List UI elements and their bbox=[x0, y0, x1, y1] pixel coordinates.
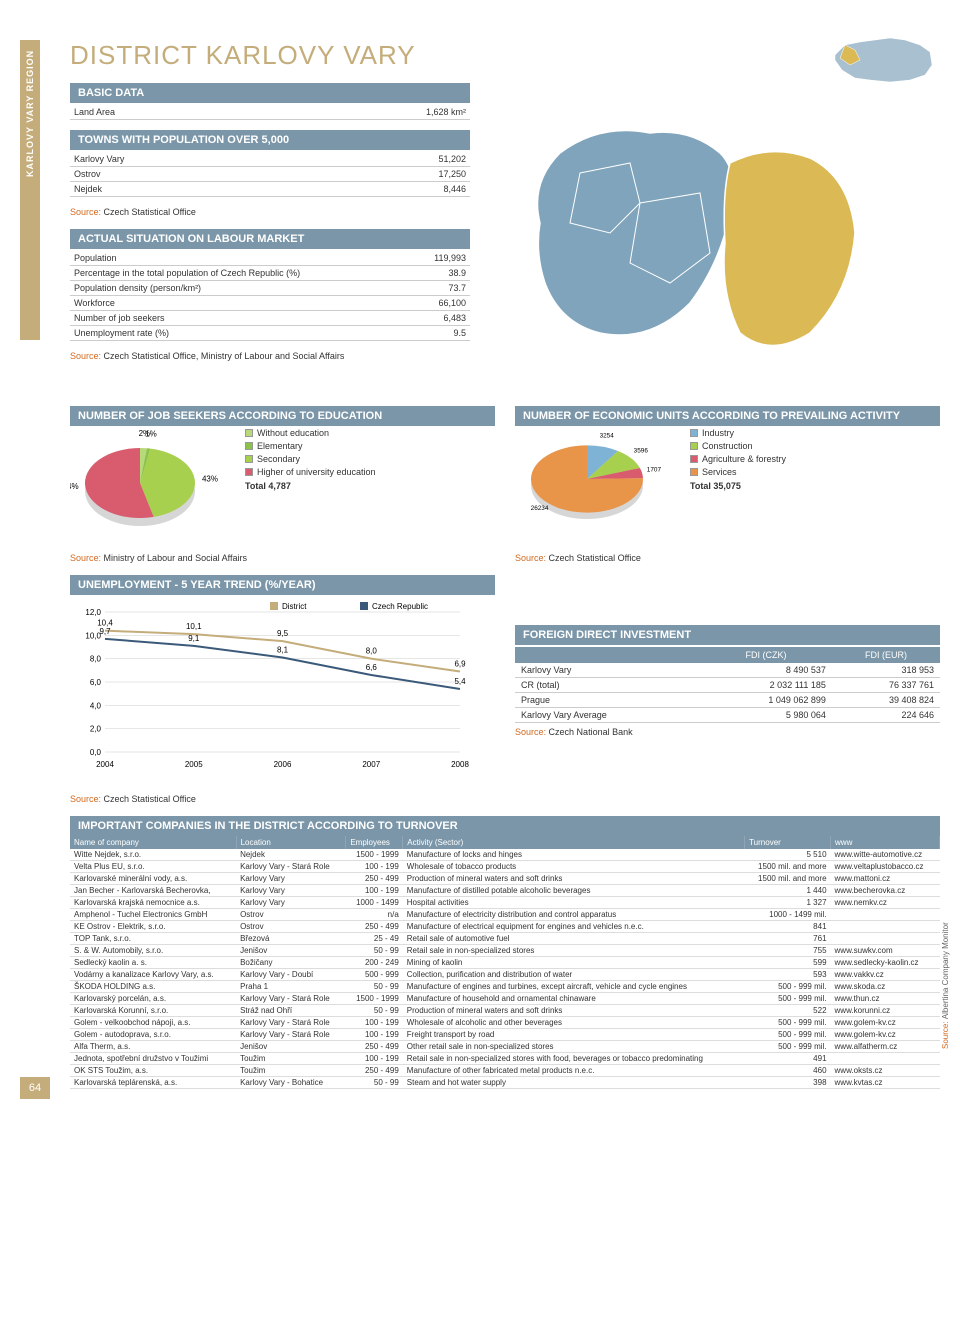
row-value: 51,202 bbox=[319, 152, 470, 167]
legend-swatch bbox=[690, 429, 698, 437]
towns-table: Karlovy Vary51,202Ostrov17,250Nejdek8,44… bbox=[70, 152, 470, 197]
row-value: 17,250 bbox=[319, 167, 470, 182]
labour-source: Source: Czech Statistical Office, Minist… bbox=[70, 351, 470, 361]
page-title: DISTRICT KARLOVY VARY bbox=[70, 40, 940, 71]
legend-label: Services bbox=[702, 467, 737, 477]
jobseekers-legend: Without education Elementary Secondary High… bbox=[245, 428, 376, 491]
row-label: Population density (person/km²) bbox=[70, 281, 412, 296]
labour-table: Population119,993Percentage in the total… bbox=[70, 251, 470, 341]
companies-table: Name of companyLocationEmployeesActivity… bbox=[70, 836, 940, 1089]
row-label: Number of job seekers bbox=[70, 311, 412, 326]
legend-label: Agriculture & forestry bbox=[702, 454, 786, 464]
fdi-header: FOREIGN DIRECT INVESTMENT bbox=[515, 625, 940, 645]
companies-header: IMPORTANT COMPANIES IN THE DISTRICT ACCO… bbox=[70, 816, 940, 836]
region-side-label: KARLOVY VARY REGION bbox=[20, 40, 40, 340]
svg-text:12,0: 12,0 bbox=[85, 608, 101, 617]
row-label: Karlovy Vary bbox=[70, 152, 319, 167]
legend-swatch bbox=[690, 468, 698, 476]
legend-label: Without education bbox=[257, 428, 329, 438]
legend-label: Higher of university education bbox=[257, 467, 376, 477]
row-value: 9.5 bbox=[412, 326, 470, 341]
svg-text:54%: 54% bbox=[70, 482, 79, 491]
row-label: Workforce bbox=[70, 296, 412, 311]
svg-text:2004: 2004 bbox=[96, 760, 114, 769]
row-value: 1,628 km² bbox=[272, 105, 470, 120]
svg-text:1%: 1% bbox=[145, 430, 157, 439]
svg-text:6,0: 6,0 bbox=[90, 678, 102, 687]
basic-data-table: Land Area1,628 km² bbox=[70, 105, 470, 120]
legend-label: Construction bbox=[702, 441, 753, 451]
svg-text:6,6: 6,6 bbox=[366, 663, 378, 672]
svg-text:8,1: 8,1 bbox=[277, 646, 289, 655]
svg-text:3596: 3596 bbox=[634, 448, 649, 455]
svg-text:8,0: 8,0 bbox=[366, 647, 378, 656]
svg-text:6,9: 6,9 bbox=[454, 660, 466, 669]
row-label: Percentage in the total population of Cz… bbox=[70, 266, 412, 281]
unemployment-chart: 0,02,04,06,08,010,012,020042005200620072… bbox=[70, 597, 470, 777]
svg-text:4,0: 4,0 bbox=[90, 701, 102, 710]
svg-text:9,7: 9,7 bbox=[99, 627, 111, 636]
row-value: 8,446 bbox=[319, 182, 470, 197]
jobseekers-source: Source: Ministry of Labour and Social Af… bbox=[70, 553, 495, 563]
row-value: 73.7 bbox=[412, 281, 470, 296]
row-value: 119,993 bbox=[412, 251, 470, 266]
svg-text:9,5: 9,5 bbox=[277, 629, 289, 638]
svg-text:Czech Republic: Czech Republic bbox=[372, 602, 428, 611]
svg-text:2005: 2005 bbox=[185, 760, 203, 769]
legend-label: Elementary bbox=[257, 441, 303, 451]
svg-text:1707: 1707 bbox=[647, 466, 662, 473]
row-label: Nejdek bbox=[70, 182, 319, 197]
row-value: 6,483 bbox=[412, 311, 470, 326]
svg-text:26234: 26234 bbox=[531, 505, 549, 512]
legend-swatch bbox=[245, 455, 253, 463]
svg-text:2006: 2006 bbox=[274, 760, 292, 769]
econunits-header: NUMBER OF ECONOMIC UNITS ACCORDING TO PR… bbox=[515, 406, 940, 426]
legend-swatch bbox=[245, 442, 253, 450]
district-map bbox=[490, 83, 890, 403]
svg-text:0,0: 0,0 bbox=[90, 748, 102, 757]
unemployment-header: UNEMPLOYMENT - 5 YEAR TREND (%/YEAR) bbox=[70, 575, 495, 595]
fdi-source: Source: Czech National Bank bbox=[515, 727, 940, 737]
svg-text:10,1: 10,1 bbox=[186, 622, 202, 631]
svg-text:2007: 2007 bbox=[362, 760, 380, 769]
jobseekers-pie: 2%1%43%54% bbox=[70, 428, 230, 538]
row-label: Land Area bbox=[70, 105, 272, 120]
legend-swatch bbox=[245, 429, 253, 437]
svg-text:8,0: 8,0 bbox=[90, 655, 102, 664]
labour-header: ACTUAL SITUATION ON LABOUR MARKET bbox=[70, 229, 470, 249]
svg-text:3254: 3254 bbox=[600, 433, 615, 440]
econunits-pie: 3254 3596 1707 26234 bbox=[515, 428, 675, 538]
right-source-label: Source: Albertina Company Monitor bbox=[941, 869, 955, 1049]
fdi-table: FDI (CZK)FDI (EUR) Karlovy Vary8 490 537… bbox=[515, 647, 940, 723]
row-label: Population bbox=[70, 251, 412, 266]
row-label: Unemployment rate (%) bbox=[70, 326, 412, 341]
econunits-legend: Industry Construction Agriculture & forest… bbox=[690, 428, 786, 491]
row-value: 66,100 bbox=[412, 296, 470, 311]
basic-data-header: BASIC DATA bbox=[70, 83, 470, 103]
towns-source: Source: Czech Statistical Office bbox=[70, 207, 470, 217]
legend-swatch bbox=[245, 468, 253, 476]
svg-text:9,1: 9,1 bbox=[188, 634, 200, 643]
legend-label: Secondary bbox=[257, 454, 300, 464]
row-label: Ostrov bbox=[70, 167, 319, 182]
svg-text:2,0: 2,0 bbox=[90, 725, 102, 734]
svg-text:2008: 2008 bbox=[451, 760, 469, 769]
svg-text:District: District bbox=[282, 602, 307, 611]
legend-swatch bbox=[690, 442, 698, 450]
country-mini-map bbox=[830, 30, 940, 90]
row-value: 38.9 bbox=[412, 266, 470, 281]
legend-swatch bbox=[690, 455, 698, 463]
page-number: 64 bbox=[20, 1077, 50, 1099]
towns-header: TOWNS WITH POPULATION OVER 5,000 bbox=[70, 130, 470, 150]
econunits-source: Source: Czech Statistical Office bbox=[515, 553, 940, 563]
jobseekers-header: NUMBER OF JOB SEEKERS ACCORDING TO EDUCA… bbox=[70, 406, 495, 426]
unemployment-source: Source: Czech Statistical Office bbox=[70, 794, 495, 804]
svg-text:5,4: 5,4 bbox=[454, 677, 466, 686]
svg-text:43%: 43% bbox=[202, 475, 218, 484]
legend-label: Industry bbox=[702, 428, 734, 438]
